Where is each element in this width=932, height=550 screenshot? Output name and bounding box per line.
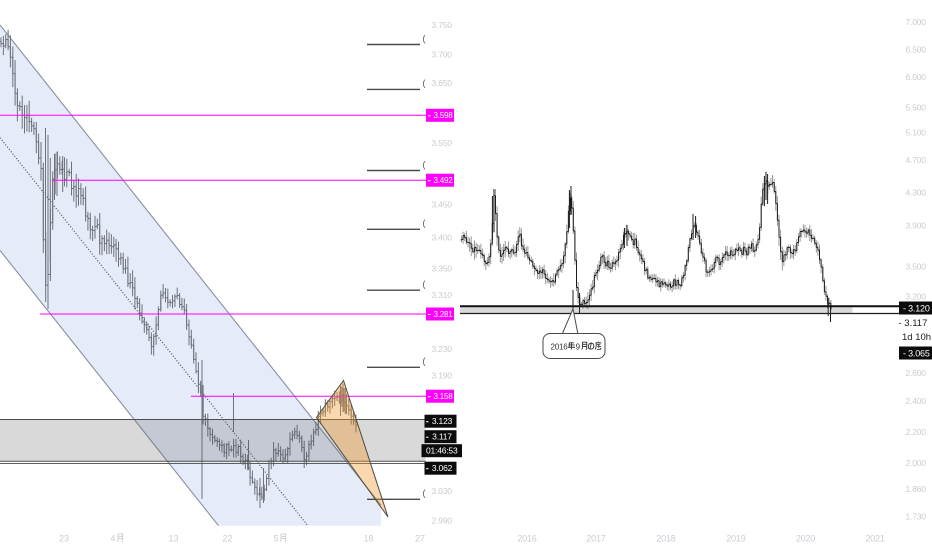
svg-text:13: 13 bbox=[168, 534, 178, 544]
svg-text:2.990: 2.990 bbox=[432, 516, 453, 526]
svg-text:2.600: 2.600 bbox=[906, 368, 927, 378]
svg-text:9: 9 bbox=[576, 342, 581, 351]
svg-text:3.400: 3.400 bbox=[432, 232, 453, 242]
svg-text:(: ( bbox=[423, 356, 426, 366]
svg-text:2017: 2017 bbox=[586, 534, 605, 544]
svg-text:2.200: 2.200 bbox=[906, 427, 927, 437]
svg-text:2018: 2018 bbox=[656, 534, 675, 544]
svg-text:- 3.120: - 3.120 bbox=[903, 303, 930, 313]
svg-text:4: 4 bbox=[110, 534, 115, 544]
svg-text:3.350: 3.350 bbox=[432, 263, 453, 273]
svg-text:3.550: 3.550 bbox=[432, 138, 453, 148]
svg-text:7.000: 7.000 bbox=[906, 17, 927, 27]
svg-text:1d 10h: 1d 10h bbox=[902, 332, 931, 343]
svg-text:3.500: 3.500 bbox=[906, 262, 927, 272]
svg-text:3.598: 3.598 bbox=[433, 111, 453, 120]
svg-text:01:46:53: 01:46:53 bbox=[426, 446, 458, 456]
svg-text:(: ( bbox=[423, 488, 426, 498]
svg-text:3.230: 3.230 bbox=[432, 344, 453, 354]
svg-text:2.400: 2.400 bbox=[906, 396, 927, 406]
svg-text:2.000: 2.000 bbox=[906, 458, 927, 468]
svg-text:1.860: 1.860 bbox=[906, 484, 927, 494]
svg-text:3.700: 3.700 bbox=[432, 50, 453, 60]
svg-text:5: 5 bbox=[273, 534, 278, 544]
svg-text:3.062: 3.062 bbox=[432, 463, 453, 473]
svg-text:3.450: 3.450 bbox=[432, 199, 453, 209]
svg-text:3.117: 3.117 bbox=[432, 432, 452, 442]
svg-text:3.310: 3.310 bbox=[432, 290, 453, 300]
svg-text:(: ( bbox=[423, 218, 426, 228]
svg-text:2020: 2020 bbox=[796, 534, 815, 544]
svg-text:3.030: 3.030 bbox=[432, 486, 453, 496]
svg-text:3.650: 3.650 bbox=[432, 78, 453, 88]
svg-text:(: ( bbox=[423, 159, 426, 169]
svg-text:3.158: 3.158 bbox=[433, 392, 453, 401]
svg-text:- 3.117: - 3.117 bbox=[899, 318, 928, 329]
svg-text:4.300: 4.300 bbox=[906, 187, 927, 197]
svg-text:3.750: 3.750 bbox=[432, 20, 453, 30]
svg-text:1.730: 1.730 bbox=[906, 512, 927, 522]
svg-text:5.100: 5.100 bbox=[906, 127, 927, 137]
svg-text:3.900: 3.900 bbox=[906, 221, 927, 231]
svg-text:2016: 2016 bbox=[551, 342, 569, 351]
svg-text:18: 18 bbox=[363, 534, 373, 544]
svg-text:2016: 2016 bbox=[517, 534, 536, 544]
svg-text:- 3.065: - 3.065 bbox=[903, 348, 930, 358]
svg-text:3.190: 3.190 bbox=[432, 371, 453, 381]
svg-text:(: ( bbox=[423, 33, 426, 43]
svg-text:3.200: 3.200 bbox=[906, 292, 927, 302]
svg-text:3.123: 3.123 bbox=[432, 416, 453, 426]
svg-text:6.500: 6.500 bbox=[906, 45, 927, 55]
svg-text:6.000: 6.000 bbox=[906, 72, 927, 82]
svg-text:23: 23 bbox=[59, 534, 69, 544]
svg-text:22: 22 bbox=[222, 534, 232, 544]
svg-text:27: 27 bbox=[415, 534, 425, 544]
svg-text:5.500: 5.500 bbox=[906, 103, 927, 113]
svg-text:3.492: 3.492 bbox=[433, 176, 453, 185]
svg-text:2021: 2021 bbox=[865, 534, 884, 544]
svg-text:2019: 2019 bbox=[726, 534, 745, 544]
svg-text:(: ( bbox=[423, 78, 426, 88]
svg-text:(: ( bbox=[423, 279, 426, 289]
svg-text:4.700: 4.700 bbox=[906, 155, 927, 165]
svg-text:3.281: 3.281 bbox=[433, 310, 453, 319]
